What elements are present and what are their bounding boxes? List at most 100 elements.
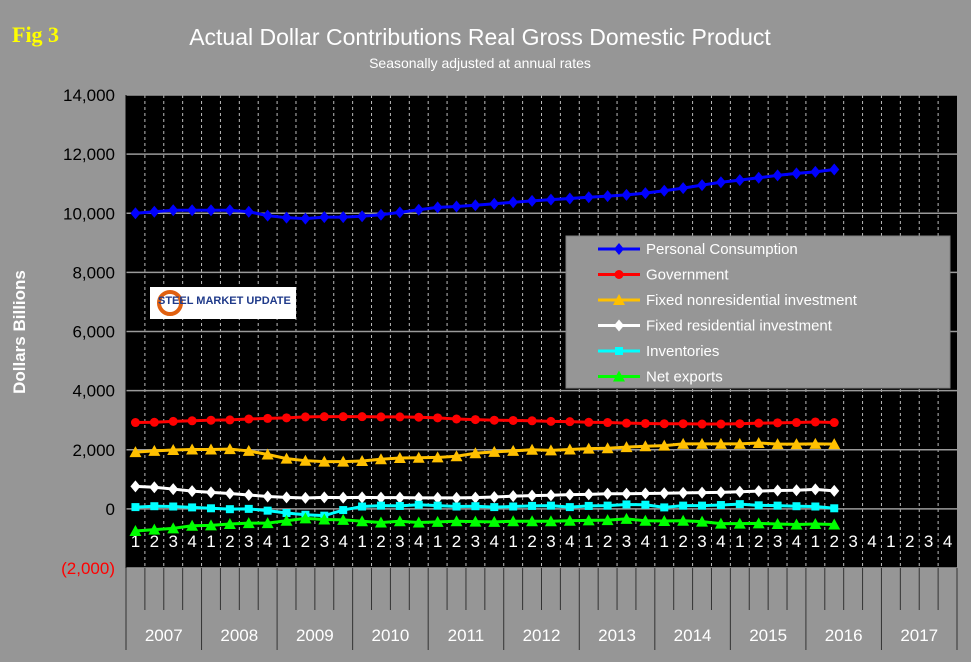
data-point [601, 442, 614, 454]
data-point [733, 437, 746, 449]
data-point [583, 488, 594, 501]
data-point [809, 517, 822, 529]
data-point [546, 416, 556, 426]
data-point [244, 504, 253, 513]
data-point [206, 504, 215, 513]
data-point [564, 488, 575, 501]
series-net-exports [129, 512, 841, 537]
x-quarter-label: 2 [301, 532, 310, 551]
x-quarter-label: 1 [508, 532, 517, 551]
data-point [658, 439, 671, 451]
data-point [261, 517, 274, 529]
data-point [206, 415, 216, 425]
data-point [129, 525, 142, 537]
data-point [791, 484, 802, 497]
data-point [225, 415, 235, 425]
x-year-label: 2016 [825, 626, 863, 645]
data-point [659, 419, 669, 429]
data-point [471, 502, 480, 511]
data-point [450, 450, 463, 462]
data-point [526, 443, 539, 455]
y-tick-label: 6,000 [72, 323, 115, 342]
y-tick-label: 10,000 [63, 204, 115, 223]
data-point [734, 485, 745, 498]
data-point [621, 487, 632, 500]
data-point [621, 418, 631, 428]
x-quarter-label: 3 [471, 532, 480, 551]
data-point [772, 169, 783, 182]
data-point [300, 212, 311, 225]
data-point [829, 163, 840, 176]
data-point [282, 413, 292, 423]
data-point [640, 487, 651, 500]
data-point [450, 515, 463, 527]
data-point [828, 518, 841, 530]
data-point [752, 517, 765, 529]
data-point [615, 347, 623, 355]
legend-label: Personal Consumption [646, 241, 798, 258]
x-quarter-label: 4 [641, 532, 650, 551]
data-point [526, 515, 539, 527]
x-quarter-label: 1 [131, 532, 140, 551]
legend-label: Government [646, 267, 729, 284]
x-quarter-label: 1 [282, 532, 291, 551]
data-point [696, 437, 709, 449]
x-quarter-label: 2 [452, 532, 461, 551]
data-point [563, 443, 576, 455]
data-point [641, 500, 650, 509]
data-point [261, 448, 274, 460]
series-inventories [131, 500, 839, 520]
data-point [544, 515, 557, 527]
data-point [614, 319, 624, 332]
data-point [129, 446, 142, 458]
data-point [433, 501, 442, 510]
data-point [375, 491, 386, 504]
data-point [432, 201, 443, 214]
data-point [451, 200, 462, 213]
data-point [432, 491, 443, 504]
data-point [149, 205, 160, 218]
data-point [338, 211, 349, 224]
x-quarter-label: 4 [792, 532, 801, 551]
data-point [790, 518, 803, 530]
data-point [394, 206, 405, 219]
data-point [130, 207, 141, 220]
x-quarter-label: 3 [622, 532, 631, 551]
y-tick-label: 12,000 [63, 145, 115, 164]
data-point [412, 451, 425, 463]
data-point [187, 416, 197, 426]
series-personal-consumption [130, 163, 840, 225]
data-point [225, 505, 234, 514]
data-point [223, 443, 236, 455]
data-point [413, 203, 424, 216]
x-quarter-label: 2 [603, 532, 612, 551]
data-point [186, 443, 199, 455]
x-year-label: 2011 [448, 626, 485, 645]
data-point [299, 454, 312, 466]
data-point [433, 413, 443, 423]
data-point [469, 447, 482, 459]
y-axis-label: Dollars Billions [10, 270, 29, 394]
data-point [374, 516, 387, 528]
data-point [168, 204, 179, 217]
data-point [621, 188, 632, 201]
x-quarter-label: 3 [848, 532, 857, 551]
data-point [337, 513, 350, 525]
x-year-label: 2014 [674, 626, 712, 645]
data-point [810, 483, 821, 496]
x-quarter-label: 4 [716, 532, 725, 551]
legend-label: Fixed nonresidential investment [646, 292, 858, 309]
y-tick-label: 4,000 [72, 382, 115, 401]
data-point [488, 515, 501, 527]
data-point [735, 500, 744, 509]
x-quarter-label: 3 [320, 532, 329, 551]
data-point [489, 491, 500, 504]
data-point [168, 416, 178, 426]
data-point [829, 484, 840, 497]
data-point [318, 513, 331, 525]
data-point [714, 517, 727, 529]
y-tick-label: 14,000 [63, 86, 115, 105]
data-point [431, 451, 444, 463]
x-quarter-label: 2 [754, 532, 763, 551]
data-point [544, 444, 557, 456]
